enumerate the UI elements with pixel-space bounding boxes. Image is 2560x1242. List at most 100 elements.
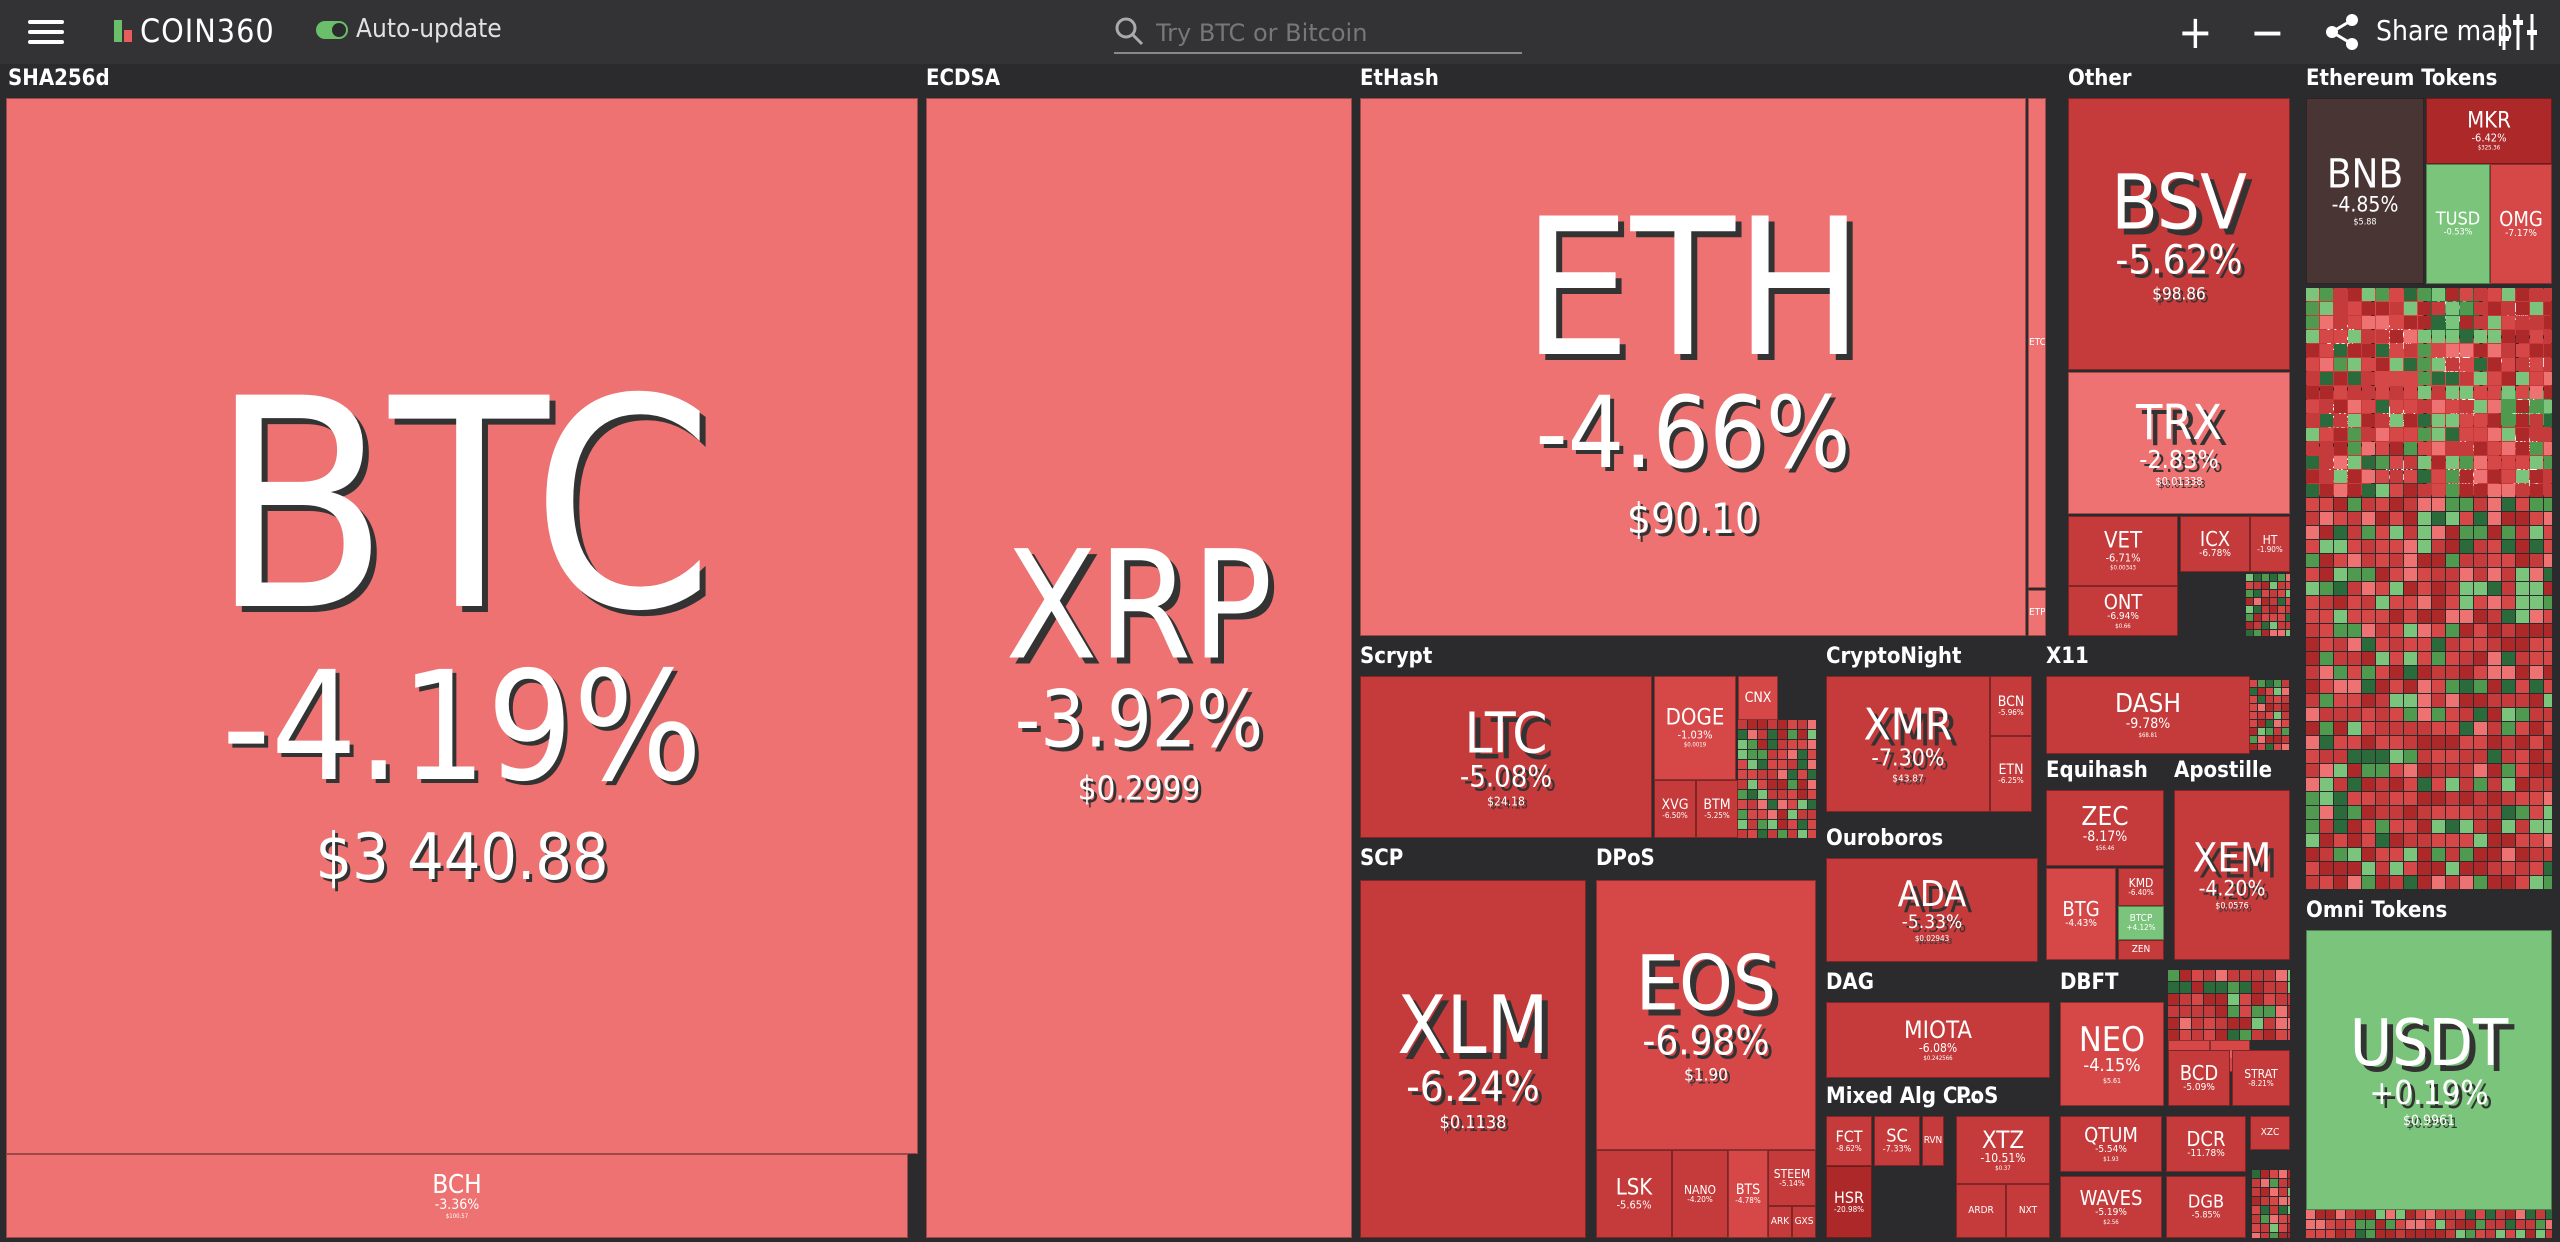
tiny-coin-tile[interactable] bbox=[2432, 484, 2445, 497]
tiny-coin-tile[interactable] bbox=[2488, 568, 2501, 581]
tiny-coin-tile[interactable] bbox=[2446, 834, 2459, 847]
tiny-coin-tile[interactable] bbox=[2418, 750, 2431, 763]
tiny-coin-tile[interactable] bbox=[2474, 610, 2487, 623]
tiny-coin-tile[interactable] bbox=[2418, 568, 2431, 581]
tiny-coin-tile[interactable] bbox=[2530, 638, 2543, 651]
tiny-coin-tile[interactable] bbox=[2460, 512, 2473, 525]
tiny-coin-tile[interactable] bbox=[2474, 722, 2487, 735]
tiny-coin-tile[interactable] bbox=[2334, 848, 2347, 861]
tiny-coin-tile[interactable] bbox=[2334, 694, 2347, 707]
tiny-coin-tile[interactable] bbox=[2390, 610, 2403, 623]
tiny-coin-tile[interactable] bbox=[2432, 568, 2445, 581]
tiny-coin-tile[interactable] bbox=[2274, 744, 2281, 750]
tiny-coin-tile[interactable] bbox=[2274, 712, 2281, 719]
tiny-coin-tile[interactable] bbox=[2474, 344, 2487, 357]
tiny-coin-tile[interactable] bbox=[2320, 848, 2333, 861]
tiny-coin-tile[interactable] bbox=[2316, 1230, 2325, 1238]
tiny-coin-tile[interactable] bbox=[2204, 1006, 2215, 1017]
tiny-coin-tile[interactable] bbox=[2306, 862, 2319, 875]
tiny-coin-tile[interactable] bbox=[2252, 970, 2263, 981]
tiny-coin-tile[interactable] bbox=[2254, 598, 2261, 605]
tiny-coin-tile[interactable] bbox=[2530, 764, 2543, 777]
coin-tile-steem[interactable]: STEEM -5.14% bbox=[1768, 1150, 1816, 1206]
tiny-coin-tile[interactable] bbox=[1738, 780, 1747, 789]
tiny-coin-tile[interactable] bbox=[2276, 970, 2287, 981]
tiny-coin-tile[interactable] bbox=[2306, 778, 2319, 791]
tiny-coin-tile[interactable] bbox=[2488, 526, 2501, 539]
tiny-coin-tile[interactable] bbox=[2432, 624, 2445, 637]
tiny-coin-tile[interactable] bbox=[2376, 666, 2389, 679]
tiny-coin-tile[interactable] bbox=[2516, 302, 2529, 315]
tiny-coin-tile[interactable] bbox=[2432, 666, 2445, 679]
tiny-coin-tile[interactable] bbox=[1798, 790, 1807, 799]
tiny-coin-tile[interactable] bbox=[2516, 414, 2529, 427]
tiny-coin-tile[interactable] bbox=[2362, 456, 2375, 469]
tiny-coin-tile[interactable] bbox=[2320, 554, 2333, 567]
tiny-coin-tile[interactable] bbox=[2306, 442, 2319, 455]
tiny-coin-tile[interactable] bbox=[2390, 302, 2403, 315]
tiny-coin-tile[interactable] bbox=[2306, 568, 2319, 581]
tiny-coin-tile[interactable] bbox=[1758, 790, 1767, 799]
tiny-coin-tile[interactable] bbox=[2390, 652, 2403, 665]
tiny-coin-tile[interactable] bbox=[2544, 540, 2552, 553]
tiny-coin-tile[interactable] bbox=[1748, 730, 1757, 739]
coin-tile-zec[interactable]: ZEC -8.17% $56.46 bbox=[2046, 790, 2164, 866]
tiny-coin-tile[interactable] bbox=[2544, 876, 2552, 889]
tiny-coin-tile[interactable] bbox=[2516, 386, 2529, 399]
tiny-coin-tile[interactable] bbox=[2252, 982, 2263, 993]
tiny-coin-tile[interactable] bbox=[2286, 574, 2290, 581]
tiny-coin-tile[interactable] bbox=[1738, 790, 1747, 799]
tiny-coin-tile[interactable] bbox=[2446, 358, 2459, 371]
tiny-coin-tile[interactable] bbox=[2362, 470, 2375, 483]
tiny-coin-tile[interactable] bbox=[2376, 610, 2389, 623]
tiny-coin-tile[interactable] bbox=[2466, 1210, 2475, 1219]
tiny-coin-tile[interactable] bbox=[2404, 694, 2417, 707]
tiny-coin-tile[interactable] bbox=[2282, 712, 2289, 719]
tiny-coin-tile[interactable] bbox=[2516, 862, 2529, 875]
tiny-coin-tile[interactable] bbox=[1788, 830, 1797, 838]
tiny-coin-tile[interactable] bbox=[2216, 1030, 2227, 1040]
tiny-coin-tile[interactable] bbox=[2306, 470, 2319, 483]
tiny-coin-tile[interactable] bbox=[2418, 498, 2431, 511]
tiny-coin-tile[interactable] bbox=[2362, 442, 2375, 455]
tiny-coin-tile[interactable] bbox=[2306, 484, 2319, 497]
tiny-coin-tile[interactable] bbox=[2544, 638, 2552, 651]
tiny-coin-tile[interactable] bbox=[2376, 288, 2389, 301]
tiny-coin-tile[interactable] bbox=[2502, 848, 2515, 861]
coin-tile-btm[interactable]: BTM -5.25% bbox=[1696, 780, 1738, 838]
tiny-coin-tile[interactable] bbox=[1738, 810, 1747, 819]
tiny-coin-tile[interactable] bbox=[2516, 834, 2529, 847]
tiny-coin-tile[interactable] bbox=[2240, 1018, 2251, 1029]
tiny-coin-tile[interactable] bbox=[2278, 630, 2285, 636]
tiny-coin-tile[interactable] bbox=[2320, 568, 2333, 581]
tiny-coin-tile[interactable] bbox=[2362, 876, 2375, 889]
tiny-coin-tile[interactable] bbox=[2270, 1197, 2278, 1205]
tiny-coin-tile[interactable] bbox=[2432, 638, 2445, 651]
tiny-coin-tile[interactable] bbox=[2446, 498, 2459, 511]
tiny-coin-tile[interactable] bbox=[2261, 1224, 2269, 1232]
tiny-coin-tile[interactable] bbox=[2446, 470, 2459, 483]
tiny-coin-tile[interactable] bbox=[1738, 760, 1747, 769]
tiny-coin-tile[interactable] bbox=[2180, 982, 2191, 993]
tiny-coin-tile[interactable] bbox=[2404, 862, 2417, 875]
tiny-coin-tile[interactable] bbox=[2544, 862, 2552, 875]
tiny-coin-tile[interactable] bbox=[2279, 1197, 2287, 1205]
tiny-coin-tile[interactable] bbox=[2474, 386, 2487, 399]
tiny-coin-tile[interactable] bbox=[2544, 372, 2552, 385]
tiny-coin-tile[interactable] bbox=[2180, 970, 2191, 981]
tiny-coin-tile[interactable] bbox=[2502, 456, 2515, 469]
tiny-coin-tile[interactable] bbox=[2530, 358, 2543, 371]
tiny-coin-tile[interactable] bbox=[2376, 1210, 2385, 1219]
tiny-coin-tile[interactable] bbox=[2536, 1230, 2545, 1238]
tiny-coin-tile[interactable] bbox=[2288, 970, 2290, 981]
tiny-coin-tile[interactable] bbox=[2246, 574, 2253, 581]
tiny-coin-tile[interactable] bbox=[2348, 694, 2361, 707]
tiny-coin-tile[interactable] bbox=[2390, 736, 2403, 749]
tiny-coin-tile[interactable] bbox=[2446, 568, 2459, 581]
tiny-coin-tile[interactable] bbox=[2348, 862, 2361, 875]
tiny-coin-tile[interactable] bbox=[2266, 736, 2273, 743]
tiny-coin-tile[interactable] bbox=[2288, 1188, 2290, 1196]
tiny-coin-tile[interactable] bbox=[2258, 704, 2265, 711]
tiny-coin-tile[interactable] bbox=[2306, 764, 2319, 777]
coin-tile-etc[interactable]: ETC bbox=[2028, 98, 2046, 588]
